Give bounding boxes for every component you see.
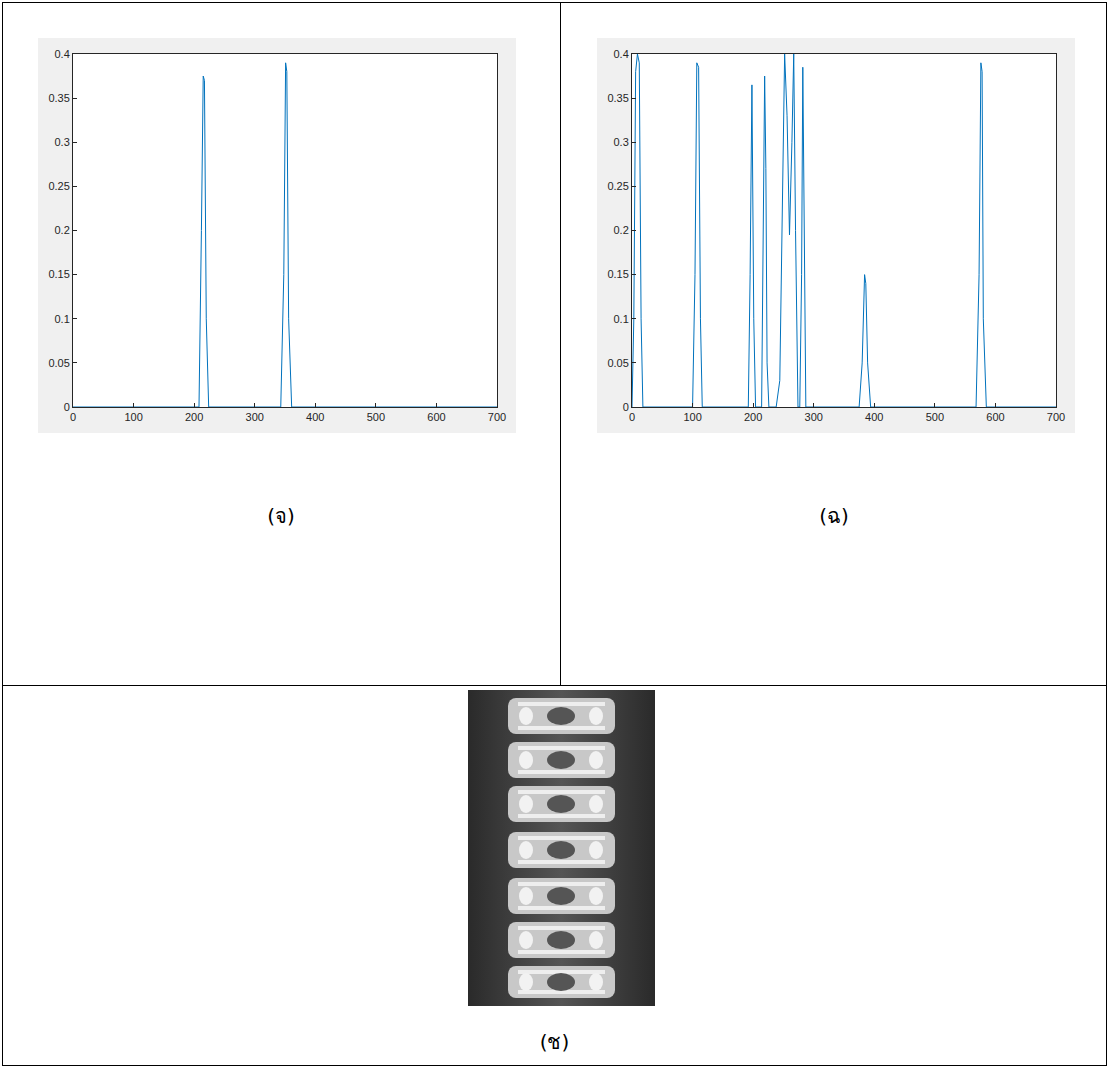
svg-text:300: 300 xyxy=(805,411,823,423)
svg-text:0.4: 0.4 xyxy=(614,48,629,60)
svg-text:500: 500 xyxy=(367,411,385,423)
svg-text:0.2: 0.2 xyxy=(55,224,70,236)
svg-text:0: 0 xyxy=(629,411,635,423)
svg-text:0.35: 0.35 xyxy=(48,92,69,104)
svg-text:0.1: 0.1 xyxy=(55,313,70,325)
svg-text:0.3: 0.3 xyxy=(614,136,629,148)
svg-text:400: 400 xyxy=(865,411,883,423)
svg-text:0.3: 0.3 xyxy=(55,136,70,148)
svg-text:0.25: 0.25 xyxy=(607,180,628,192)
svg-text:500: 500 xyxy=(926,411,944,423)
svg-text:0: 0 xyxy=(64,401,70,413)
svg-text:300: 300 xyxy=(246,411,264,423)
html-text:(ช): (ช) xyxy=(539,1030,570,1054)
html-text:(จ): (จ) xyxy=(267,504,295,528)
svg-text:0.2: 0.2 xyxy=(614,224,629,236)
svg-text:0.35: 0.35 xyxy=(607,92,628,104)
svg-text:0.15: 0.15 xyxy=(48,268,69,280)
svg-text:100: 100 xyxy=(124,411,142,423)
svg-text:0.15: 0.15 xyxy=(607,268,628,280)
svg-text:200: 200 xyxy=(185,411,203,423)
svg-text:600: 600 xyxy=(427,411,445,423)
svg-text:0.4: 0.4 xyxy=(55,48,70,60)
svg-text:700: 700 xyxy=(488,411,506,423)
svg-text:700: 700 xyxy=(1047,411,1065,423)
svg-text:0.05: 0.05 xyxy=(607,357,628,369)
svg-text:0: 0 xyxy=(623,401,629,413)
svg-text:200: 200 xyxy=(744,411,762,423)
svg-text:0.25: 0.25 xyxy=(48,180,69,192)
svg-text:100: 100 xyxy=(683,411,701,423)
svg-text:0.05: 0.05 xyxy=(48,357,69,369)
svg-text:0.1: 0.1 xyxy=(614,313,629,325)
svg-text:400: 400 xyxy=(306,411,324,423)
svg-text:0: 0 xyxy=(70,411,76,423)
html-text:(ฉ): (ฉ) xyxy=(819,504,849,528)
svg-text:600: 600 xyxy=(986,411,1004,423)
